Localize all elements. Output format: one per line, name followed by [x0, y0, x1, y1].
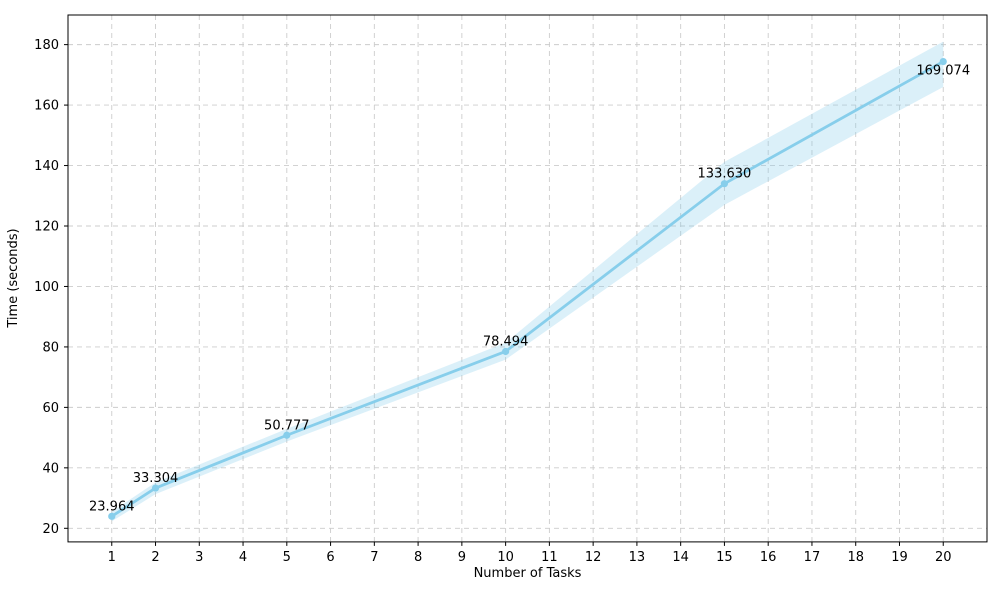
data-point-marker: [108, 512, 116, 520]
confidence-band: [111, 41, 944, 522]
data-point-label: 33.304: [133, 471, 179, 486]
y-tick-label: 160: [34, 99, 59, 114]
data-point-label: 23.964: [89, 499, 135, 514]
x-tick-label: 10: [497, 550, 514, 565]
y-tick-label: 20: [42, 522, 59, 537]
x-axis-label: Number of Tasks: [474, 566, 582, 581]
data-point-marker: [151, 484, 160, 492]
x-tick-label: 19: [891, 550, 908, 565]
x-tick-label: 3: [195, 550, 203, 565]
y-tick-label: 60: [42, 401, 59, 416]
data-point-marker: [502, 347, 510, 356]
x-tick-label: 18: [847, 550, 864, 565]
x-tick-label: 5: [283, 550, 291, 565]
y-tick-label: 180: [34, 38, 59, 53]
data-point-label: 50.777: [264, 418, 310, 433]
series-line: [110, 60, 945, 518]
x-tick-label: 12: [585, 550, 602, 565]
x-tick-label: 11: [541, 550, 558, 565]
x-tick-label: 4: [239, 550, 247, 565]
y-tick-label: 100: [34, 280, 59, 295]
y-tick-label: 40: [42, 461, 59, 476]
plot-border: [67, 14, 988, 543]
x-tick-label: 14: [672, 550, 689, 565]
data-point-label: 169.074: [916, 64, 970, 79]
x-tick-label: 6: [326, 550, 334, 565]
x-tick-label: 16: [760, 550, 777, 565]
x-tick-label: 7: [370, 550, 378, 565]
x-tick-label: 13: [629, 550, 646, 565]
x-tick-label: 1: [108, 550, 116, 565]
x-tick-label: 8: [414, 550, 422, 565]
y-tick-label: 140: [34, 159, 59, 174]
data-point-marker: [283, 431, 291, 439]
data-point-marker: [939, 57, 947, 66]
y-tick-label: 80: [42, 340, 59, 355]
x-tick-label: 15: [716, 550, 733, 565]
x-tick-label: 20: [935, 550, 952, 565]
y-axis-label: Time (seconds): [6, 228, 21, 328]
x-tick-label: 2: [151, 550, 159, 565]
x-tick-label: 9: [458, 550, 466, 565]
y-tick-label: 120: [34, 220, 59, 235]
x-tick-label: 17: [804, 550, 821, 565]
data-point-marker: [720, 180, 729, 188]
data-point-label: 78.494: [483, 334, 529, 349]
data-point-label: 133.630: [698, 167, 752, 182]
